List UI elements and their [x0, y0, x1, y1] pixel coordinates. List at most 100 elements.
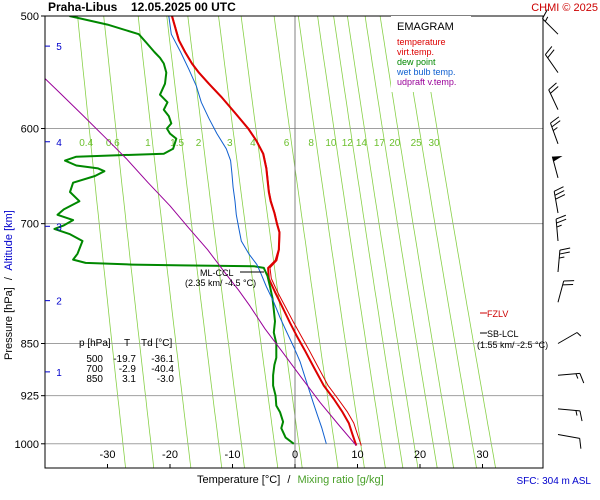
legend-updraft: udpraft v.temp. — [397, 77, 456, 87]
pressure-tick-label: 500 — [21, 11, 39, 23]
mixing-ratio-line — [333, 15, 404, 469]
ml-ccl-value: (2.35 km/ -4.5 °C) — [185, 278, 256, 288]
mixing-ratio-line — [137, 15, 192, 469]
table-cell: -19.7 — [113, 354, 136, 365]
updraft-line — [45, 77, 357, 446]
wind-barb — [557, 280, 575, 303]
wind-barb-half-feather — [544, 16, 549, 22]
wind-barb-half-feather — [575, 373, 579, 379]
altitude-axis: 5 4 3 2 1 — [45, 42, 62, 379]
mixing-ratio-label: 6 — [284, 138, 290, 149]
mixing-ratio-line — [103, 15, 155, 469]
table-cell: 850 — [86, 374, 103, 385]
wind-barb-feather — [562, 284, 574, 286]
mixing-ratio-label: 14 — [356, 138, 368, 149]
temperature-tick-label: -10 — [225, 449, 241, 461]
axis-title-separator: / — [3, 276, 15, 280]
datetime-title: 12.05.2025 00 UTC — [131, 0, 236, 14]
wind-barb-feather — [554, 190, 565, 196]
wind-barb — [555, 214, 567, 242]
wet-bulb-line — [168, 16, 327, 444]
wind-barb — [557, 332, 582, 344]
mixing-ratio-line — [240, 15, 303, 469]
wind-barb-feather — [579, 373, 585, 384]
wind-barb-feather — [547, 49, 555, 59]
wind-barb-feather — [555, 194, 566, 200]
wind-barb — [548, 82, 559, 110]
value-table: p [hPa] T Td [°C] 500 -19.7 -36.1 700 -2… — [79, 338, 174, 385]
wind-barb-staff — [544, 54, 559, 73]
altitude-tick-label: 3 — [56, 222, 62, 233]
fzlv-annotation: FZLV — [480, 309, 508, 319]
ml-ccl-annotation: ML-CCL (2.35 km/ -4.5 °C) — [185, 268, 264, 288]
table-cell: 3.1 — [122, 374, 136, 385]
table-header-p: p [hPa] — [79, 338, 111, 349]
mixing-ratio-label: 2 — [196, 138, 202, 149]
mixing-ratio-label: 17 — [374, 138, 386, 149]
mixing-ratio-label: 25 — [411, 138, 423, 149]
mixing-ratio-line — [187, 15, 245, 469]
altitude-tick-label: 4 — [56, 138, 62, 149]
table-header-t: T — [124, 338, 130, 349]
table-cell: -36.1 — [151, 354, 174, 365]
wind-barb — [557, 408, 583, 422]
wind-barb-feather — [559, 251, 570, 255]
wind-barb-feather — [551, 120, 561, 128]
mixing-ratio-label: 0.4 — [79, 138, 93, 149]
mixing-ratio-label: 1 — [145, 138, 151, 149]
table-cell: -40.4 — [151, 364, 174, 375]
mixing-ratio-line — [418, 15, 496, 469]
temperature-tick-label: 20 — [414, 449, 426, 461]
mixing-ratio-label: 1.5 — [170, 138, 184, 149]
wind-barb-staff — [557, 280, 565, 303]
wind-barb-feather — [556, 218, 567, 224]
temperature-axis: -30 -20 -10 0 10 20 30 — [100, 449, 489, 468]
wind-barb-staff — [557, 434, 580, 439]
wind-barb — [553, 186, 566, 214]
legend-box — [391, 16, 471, 92]
fzlv-label: FZLV — [487, 309, 508, 319]
wind-barb-feather — [550, 86, 559, 94]
wind-barb-feather — [544, 46, 553, 55]
mixing-ratio-label: 8 — [308, 138, 314, 149]
wind-barb-staff — [557, 332, 578, 344]
mixing-ratio-line — [379, 15, 454, 469]
pressure-tick-label: 925 — [21, 391, 39, 403]
mixing-ratio-axis-title: Mixing ratio [g/kg] — [297, 474, 383, 486]
legend-dew-point: dew point — [397, 57, 436, 67]
pressure-tick-label: 700 — [21, 219, 39, 231]
altitude-axis-title: Altitude [km] — [3, 210, 15, 271]
wind-barbs — [542, 9, 585, 449]
altitude-tick-label: 1 — [56, 368, 62, 379]
wind-barb-half-feather — [556, 224, 562, 228]
table-cell: 700 — [86, 364, 103, 375]
wind-barb-feather — [555, 214, 566, 220]
copyright-label: CHMI © 2025 — [531, 2, 598, 14]
wind-barb-pennant — [552, 155, 563, 162]
wind-barb — [557, 247, 571, 273]
table-cell: -2.9 — [119, 364, 137, 375]
temperature-tick-label: 10 — [351, 449, 363, 461]
mixing-ratio-line — [297, 15, 365, 469]
wind-barb-half-feather — [576, 332, 582, 337]
wind-barb-staff — [548, 89, 559, 110]
legend-wet-bulb: wet bulb temp. — [396, 67, 456, 77]
mixing-ratio-label: 30 — [428, 138, 440, 149]
wind-barb-staff — [542, 18, 559, 35]
wind-barb-half-feather — [575, 410, 578, 416]
axis-title-separator: / — [287, 474, 291, 486]
wind-barb — [550, 116, 561, 144]
mixing-ratio-line — [273, 15, 339, 469]
wind-barb-feather — [553, 186, 564, 192]
wind-barb-feather — [579, 410, 583, 422]
legend-title: EMAGRAM — [397, 21, 454, 33]
pressure-tick-label: 600 — [21, 124, 39, 136]
sb-lcl-label: SB-LCL — [487, 329, 519, 339]
temperature-tick-label: 30 — [476, 449, 488, 461]
wind-barb-staff — [557, 250, 561, 273]
altitude-tick-label: 2 — [56, 297, 62, 308]
plot-frame — [44, 15, 544, 469]
legend-virt-temp: virt.temp. — [397, 47, 434, 57]
wind-barb-half-feather — [552, 127, 558, 132]
